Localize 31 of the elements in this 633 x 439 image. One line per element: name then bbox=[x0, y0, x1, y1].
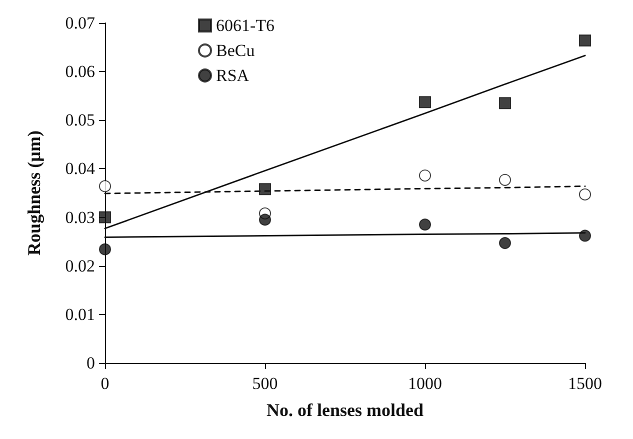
y-tick-label: 0.02 bbox=[65, 256, 95, 276]
legend-label: BeCu bbox=[216, 41, 256, 60]
y-tick-label: 0.07 bbox=[65, 14, 96, 32]
point bbox=[419, 96, 431, 108]
point bbox=[259, 214, 271, 226]
point bbox=[499, 237, 511, 250]
point bbox=[99, 211, 111, 224]
legend-label: RSA bbox=[216, 66, 250, 85]
point bbox=[99, 243, 111, 256]
x-tick-label: 1500 bbox=[568, 374, 602, 393]
y-tick-label: 0.03 bbox=[65, 208, 95, 227]
point bbox=[259, 183, 271, 196]
y-tick-label: 0.06 bbox=[65, 62, 95, 82]
x-tick-label: 500 bbox=[252, 374, 278, 393]
legend-label: 6061-T6 bbox=[216, 16, 275, 35]
x-tick-label: 0 bbox=[100, 374, 110, 393]
x-axis-title: No. of lenses molded bbox=[266, 400, 424, 420]
point bbox=[499, 174, 511, 186]
point bbox=[499, 97, 511, 110]
point bbox=[579, 188, 591, 200]
point bbox=[579, 34, 591, 46]
y-tick-label: 0.04 bbox=[65, 159, 96, 178]
y-tick-label: 0.05 bbox=[65, 110, 95, 130]
point bbox=[419, 170, 431, 182]
y-tick-label: 0.01 bbox=[65, 304, 95, 324]
point bbox=[419, 218, 431, 231]
y-tick-label: 0 bbox=[86, 354, 95, 372]
point bbox=[579, 230, 591, 242]
y-axis-title: Roughness (µm) bbox=[24, 130, 44, 256]
x-tick-label: 1000 bbox=[408, 374, 442, 393]
point bbox=[99, 180, 111, 192]
